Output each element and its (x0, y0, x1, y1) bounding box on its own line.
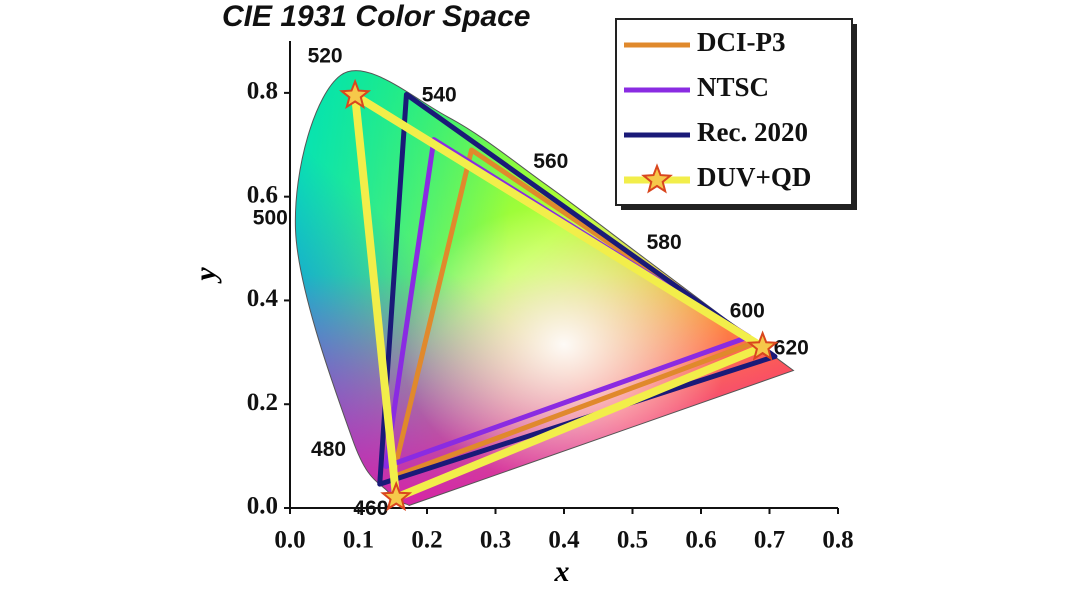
x-tick-label: 0.5 (617, 527, 648, 554)
legend-star (641, 163, 673, 194)
star-marker (339, 78, 372, 110)
x-tick-label: 0.3 (480, 527, 511, 554)
star-marker (746, 330, 779, 361)
gamut-triangle (351, 91, 767, 502)
x-tick-label: 0.7 (754, 527, 785, 554)
y-tick-label: 0.6 (247, 181, 278, 208)
wavelength-label: 560 (533, 150, 568, 173)
x-tick-label: 0.1 (343, 527, 374, 554)
x-tick-label: 0.4 (548, 527, 580, 554)
gamut-triangle (390, 147, 759, 480)
y-tick-label: 0.0 (247, 493, 278, 520)
wavelength-label: 460 (353, 497, 388, 520)
wavelength-label: 500 (253, 207, 288, 230)
x-tick-label: 0.8 (822, 527, 853, 554)
legend-label: DCI-P3 (697, 27, 786, 57)
legend: DCI-P3 NTSC Rec. 2020 DUV+QD (615, 18, 857, 210)
legend-label: Rec. 2020 (697, 117, 808, 147)
legend-label: NTSC (697, 72, 769, 102)
y-tick-label: 0.2 (247, 389, 278, 416)
x-tick-label: 0.2 (411, 527, 442, 554)
wavelength-label: 580 (647, 231, 682, 254)
x-axis-label: x (554, 555, 570, 588)
wavelength-label: 540 (422, 83, 457, 106)
star-marker (380, 480, 413, 512)
wavelength-label: 620 (774, 337, 809, 360)
y-tick-label: 0.4 (247, 285, 279, 312)
x-tick-label: 0.6 (685, 527, 716, 554)
legend-label: DUV+QD (697, 162, 811, 192)
wavelength-label: 520 (308, 45, 343, 68)
chart-title: CIE 1931 Color Space (222, 0, 530, 33)
y-tick-label: 0.8 (247, 78, 278, 105)
wavelength-label: 600 (730, 300, 765, 323)
x-tick-label: 0.0 (274, 527, 305, 554)
y-axis-label: y (189, 267, 222, 284)
wavelength-label: 480 (311, 438, 346, 461)
